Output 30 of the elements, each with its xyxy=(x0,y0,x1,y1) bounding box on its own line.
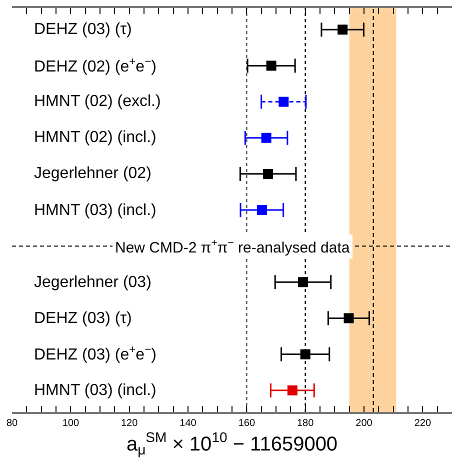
y-tick-label: HMNT (02) (excl.) xyxy=(34,93,161,110)
point xyxy=(338,24,348,35)
y-tick-label: HMNT (03) (incl.) xyxy=(34,202,156,219)
y-tick-label: New CMD-2 π$^{+}$π$^{−}$ re-analysed data xyxy=(115,237,350,256)
y-tick-label: HMNT (03) (incl.) xyxy=(34,382,156,399)
x-axis-title: a$_{μ}$$^{SM}$ × 10$^{10}$ − 11659000 xyxy=(126,429,338,458)
x-tick-label: 140 xyxy=(180,418,197,429)
x-tick-label: 200 xyxy=(356,418,373,429)
y-tick-label: DEHZ (03) (τ) xyxy=(34,310,132,327)
x-tick-label: 180 xyxy=(296,418,314,429)
y-tick-label: Jegerlehner (02) xyxy=(34,165,152,182)
y-tick-label: DEHZ (03) (τ) xyxy=(34,21,132,38)
y-tick-label: DEHZ (02) (e$^{+}$e$^{−}$) xyxy=(34,56,156,76)
x-tick-label: 100 xyxy=(62,418,80,429)
x-tick-label: 160 xyxy=(238,418,256,429)
y-tick-label: HMNT (02) (incl.) xyxy=(34,129,156,146)
point xyxy=(256,205,267,215)
point xyxy=(287,385,298,396)
y-tick-label: DEHZ (03) (e$^{+}$e$^{−}$) xyxy=(34,344,156,364)
x-tick-label: 80 xyxy=(6,418,18,429)
point xyxy=(263,168,274,179)
point xyxy=(298,277,308,288)
point xyxy=(266,60,276,71)
point xyxy=(300,349,310,360)
point xyxy=(261,132,272,143)
x-tick-label: 120 xyxy=(120,418,138,429)
y-tick-label: Jegerlehner (03) xyxy=(34,274,152,291)
point xyxy=(344,313,354,324)
x-tick-label: 220 xyxy=(414,418,432,429)
point xyxy=(278,96,289,107)
